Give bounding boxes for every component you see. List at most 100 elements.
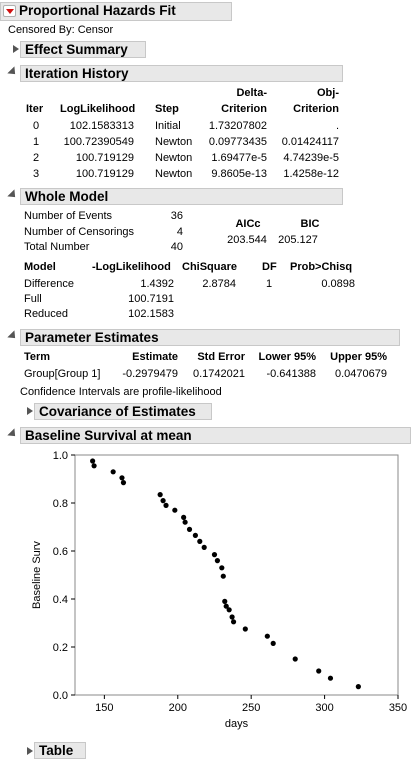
aicc-value: 203.544 — [227, 234, 267, 246]
data-point — [223, 603, 229, 609]
iter-cell-obj: 1.4258e-12 — [283, 168, 339, 180]
count-label: Total Number — [24, 241, 90, 253]
expand-icon[interactable] — [27, 747, 33, 755]
collapse-icon[interactable] — [7, 66, 19, 78]
data-point — [292, 656, 298, 662]
iter-cell-iter: 1 — [32, 136, 40, 148]
iter-cell-step: Newton — [155, 152, 193, 164]
y-tick-label: 0.4 — [53, 594, 68, 606]
col-neg-loglikelihood: -LogLikelihood — [92, 261, 171, 273]
red-triangle-menu-button[interactable] — [3, 5, 16, 17]
whole-model-cell-loglik: 102.1583 — [128, 308, 174, 320]
data-point — [264, 633, 270, 639]
iter-cell-iter: 2 — [32, 152, 40, 164]
data-point — [242, 626, 248, 632]
y-tick-label: 1.0 — [53, 450, 68, 462]
y-tick-label: 0.0 — [53, 690, 68, 702]
table-header[interactable]: Table — [34, 742, 86, 759]
censored-by-label: Censored By: Censor — [8, 24, 114, 36]
covariance-header[interactable]: Covariance of Estimates — [34, 403, 212, 420]
data-point — [211, 552, 218, 558]
plot-frame — [74, 454, 399, 696]
confidence-note: Confidence Intervals are profile-likelih… — [20, 386, 222, 398]
col-df: DF — [262, 261, 277, 273]
col-term: Term — [24, 351, 51, 363]
iter-cell-obj: . — [335, 120, 339, 132]
col-obj-bottom: Criterion — [293, 103, 339, 115]
count-value: 40 — [170, 241, 183, 253]
whole-model-cell-loglik: 1.4392 — [140, 278, 174, 290]
data-point — [327, 675, 334, 681]
iter-cell-step: Newton — [155, 136, 193, 148]
data-point — [220, 573, 226, 579]
whole-model-title: Whole Model — [25, 189, 109, 204]
col-step: Step — [155, 103, 179, 115]
data-point — [226, 607, 232, 613]
baseline-survival-chart: 0.0 0.2 0.4 0.6 0.8 1.0 150 200 250 300 350 days Bas… — [31, 450, 407, 730]
whole-model-cell-model: Reduced — [24, 308, 69, 320]
whole-model-cell-prob: 0.0898 — [321, 278, 355, 290]
whole-model-cell-df: 1 — [265, 278, 273, 290]
baseline-survival-header[interactable]: Baseline Survival at mean — [20, 427, 411, 444]
data-point — [160, 498, 166, 504]
data-point — [222, 598, 228, 604]
x-tick-label: 350 — [389, 702, 407, 714]
data-point — [181, 514, 187, 520]
report-title: Proportional Hazards Fit — [19, 3, 176, 18]
iter-cell-delta: 1.69477e-5 — [211, 152, 267, 164]
col-delta-top: Delta- — [236, 87, 267, 99]
count-label: Number of Events — [24, 210, 113, 222]
iter-cell-step: Initial — [155, 120, 181, 132]
col-std-error: Std Error — [197, 351, 245, 363]
data-point — [90, 458, 96, 464]
iter-cell-loglik: 102.1583313 — [69, 120, 134, 132]
data-point — [270, 640, 276, 646]
collapse-icon[interactable] — [7, 428, 19, 440]
iteration-history-header[interactable]: Iteration History — [20, 65, 343, 82]
covariance-title: Covariance of Estimates — [39, 404, 196, 419]
data-point — [229, 614, 235, 620]
y-axis-label: Baseline Surv — [31, 541, 43, 609]
data-point — [119, 475, 125, 481]
effect-summary-header[interactable]: Effect Summary — [20, 41, 146, 58]
param-upper-95: 0.0470679 — [335, 368, 387, 380]
iter-cell-loglik: 100.719129 — [75, 168, 134, 180]
whole-model-cell-chisq: 2.8784 — [202, 278, 236, 290]
iter-cell-obj: 4.74239e-5 — [283, 152, 339, 164]
collapse-icon[interactable] — [7, 189, 19, 201]
x-tick-label: 250 — [242, 702, 260, 714]
iter-cell-delta: 1.73207802 — [208, 120, 267, 132]
iter-cell-delta: 0.09773435 — [208, 136, 267, 148]
count-label: Number of Censorings — [24, 226, 135, 238]
effect-summary-title: Effect Summary — [25, 42, 128, 57]
col-delta-bottom: Criterion — [221, 103, 267, 115]
iteration-history-title: Iteration History — [25, 66, 129, 81]
data-point — [172, 507, 178, 513]
iter-cell-step: Newton — [155, 168, 193, 180]
expand-icon[interactable] — [13, 45, 19, 53]
iter-cell-iter: 0 — [32, 120, 40, 132]
data-point — [192, 532, 198, 538]
data-point — [186, 526, 193, 532]
data-point — [219, 565, 225, 571]
x-tick-label: 150 — [95, 702, 113, 714]
col-model: Model — [24, 261, 56, 273]
parameter-estimates-title: Parameter Estimates — [25, 330, 159, 345]
data-point — [197, 538, 203, 544]
iter-cell-obj: 0.01424117 — [281, 136, 339, 148]
report-header: Proportional Hazards Fit — [0, 2, 232, 21]
aicc-label: AICc — [235, 218, 261, 230]
whole-model-header[interactable]: Whole Model — [20, 188, 343, 205]
whole-model-cell-loglik: 100.7191 — [128, 293, 174, 305]
parameter-estimates-header[interactable]: Parameter Estimates — [20, 329, 400, 346]
col-estimate: Estimate — [132, 351, 178, 363]
collapse-icon[interactable] — [7, 330, 19, 342]
col-upper-95: Upper 95% — [330, 351, 387, 363]
bic-value: 205.127 — [278, 234, 318, 246]
data-point — [355, 684, 361, 690]
col-obj-top: Obj- — [317, 87, 339, 99]
col-loglikelihood: LogLikelihood — [60, 103, 136, 115]
count-value: 4 — [176, 226, 183, 238]
param-lower-95: -0.641388 — [266, 368, 316, 380]
expand-icon[interactable] — [27, 407, 33, 415]
